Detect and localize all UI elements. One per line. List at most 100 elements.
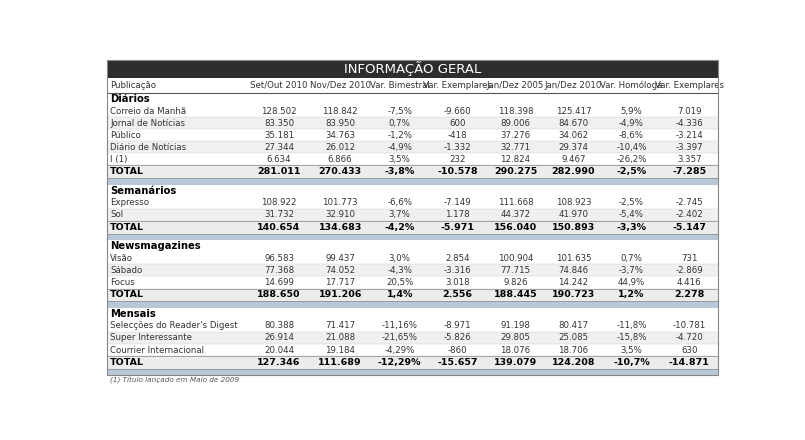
Bar <box>107 289 718 301</box>
Text: INFORMAÇÃO GERAL: INFORMAÇÃO GERAL <box>344 61 481 76</box>
Text: 20.044: 20.044 <box>264 345 294 355</box>
Text: 83.350: 83.350 <box>264 119 294 128</box>
Text: 26.012: 26.012 <box>325 143 355 152</box>
Text: 27.344: 27.344 <box>264 143 294 152</box>
Text: 270.433: 270.433 <box>319 167 361 176</box>
Bar <box>107 165 718 178</box>
Text: 35.181: 35.181 <box>264 131 294 140</box>
Text: 3,0%: 3,0% <box>389 254 411 263</box>
Text: -2.869: -2.869 <box>675 266 703 275</box>
Text: 32.910: 32.910 <box>325 210 355 220</box>
Text: Var. Exemplares: Var. Exemplares <box>654 81 724 90</box>
Text: Super Interessante: Super Interessante <box>110 334 192 342</box>
Text: 125.417: 125.417 <box>555 106 591 116</box>
Text: 74.052: 74.052 <box>325 266 355 275</box>
Text: 29.805: 29.805 <box>501 334 530 342</box>
Text: 118.842: 118.842 <box>322 106 358 116</box>
Bar <box>107 356 718 369</box>
Text: -12,29%: -12,29% <box>378 358 422 367</box>
Bar <box>107 117 718 129</box>
Text: -860: -860 <box>448 345 468 355</box>
Text: -3,3%: -3,3% <box>617 223 646 232</box>
Text: -3,7%: -3,7% <box>619 266 644 275</box>
Text: 37.276: 37.276 <box>501 131 530 140</box>
Bar <box>107 105 718 117</box>
Text: 80.417: 80.417 <box>559 321 588 330</box>
Text: 0,7%: 0,7% <box>389 119 411 128</box>
Text: -9.660: -9.660 <box>444 106 472 116</box>
Bar <box>107 320 718 332</box>
Text: -3.397: -3.397 <box>675 143 703 152</box>
Text: -15,8%: -15,8% <box>616 334 646 342</box>
Text: 4.416: 4.416 <box>677 278 702 287</box>
Text: 77.715: 77.715 <box>501 266 530 275</box>
Text: -21,65%: -21,65% <box>382 334 418 342</box>
Text: -4,29%: -4,29% <box>385 345 415 355</box>
Text: 3.018: 3.018 <box>445 278 470 287</box>
Text: 100.904: 100.904 <box>497 254 533 263</box>
Text: 1,4%: 1,4% <box>386 290 413 299</box>
Bar <box>107 308 718 320</box>
Text: 80.388: 80.388 <box>264 321 294 330</box>
Text: 21.088: 21.088 <box>325 334 355 342</box>
Text: -26,2%: -26,2% <box>616 155 646 164</box>
Text: 3.357: 3.357 <box>677 155 702 164</box>
Text: Diário de Notícias: Diário de Notícias <box>110 143 186 152</box>
Text: 74.846: 74.846 <box>559 266 588 275</box>
Text: 600: 600 <box>449 119 466 128</box>
Bar <box>107 93 718 105</box>
Text: 190.723: 190.723 <box>552 290 595 299</box>
Text: TOTAL: TOTAL <box>110 290 144 299</box>
Text: 0,7%: 0,7% <box>621 254 642 263</box>
Text: 18.706: 18.706 <box>559 345 588 355</box>
Text: Diários: Diários <box>110 94 150 104</box>
Text: 2.854: 2.854 <box>445 254 470 263</box>
Text: 7.019: 7.019 <box>677 106 701 116</box>
Text: TOTAL: TOTAL <box>110 358 144 367</box>
Text: Expresso: Expresso <box>110 198 149 207</box>
Text: 14.699: 14.699 <box>264 278 294 287</box>
Bar <box>107 141 718 154</box>
Text: Selecções do Reader's Digest: Selecções do Reader's Digest <box>110 321 237 330</box>
Bar <box>107 264 718 276</box>
Text: -2.402: -2.402 <box>675 210 704 220</box>
Text: -1.332: -1.332 <box>444 143 472 152</box>
Bar <box>107 234 718 240</box>
Text: 118.398: 118.398 <box>497 106 533 116</box>
Text: 191.206: 191.206 <box>319 290 362 299</box>
Bar <box>107 369 718 375</box>
Text: 127.346: 127.346 <box>258 358 301 367</box>
Text: 41.970: 41.970 <box>559 210 588 220</box>
Bar <box>107 129 718 141</box>
Text: 5,9%: 5,9% <box>621 106 642 116</box>
Text: -10,7%: -10,7% <box>613 358 650 367</box>
Text: 188.650: 188.650 <box>258 290 301 299</box>
Text: 71.417: 71.417 <box>325 321 355 330</box>
Text: Sol: Sol <box>110 210 123 220</box>
Text: 111.689: 111.689 <box>318 358 362 367</box>
Text: 34.062: 34.062 <box>559 131 588 140</box>
Text: -4,2%: -4,2% <box>385 223 415 232</box>
Text: -1,2%: -1,2% <box>387 131 412 140</box>
Text: -4,9%: -4,9% <box>619 119 644 128</box>
Text: 18.076: 18.076 <box>501 345 530 355</box>
Text: 89.006: 89.006 <box>501 119 530 128</box>
Text: -3.214: -3.214 <box>675 131 704 140</box>
Text: 17.717: 17.717 <box>325 278 355 287</box>
Bar <box>107 276 718 289</box>
Bar <box>107 59 718 78</box>
Text: -10.578: -10.578 <box>437 167 478 176</box>
Text: 19.184: 19.184 <box>325 345 355 355</box>
Text: I (1): I (1) <box>110 155 127 164</box>
Bar <box>107 301 718 308</box>
Text: 3,5%: 3,5% <box>621 345 642 355</box>
Text: 140.654: 140.654 <box>258 223 300 232</box>
Bar <box>107 178 718 185</box>
Text: -2,5%: -2,5% <box>619 198 644 207</box>
Text: 99.437: 99.437 <box>325 254 355 263</box>
Bar <box>107 154 718 165</box>
Text: 77.368: 77.368 <box>264 266 294 275</box>
Text: Jan/Dez 2010: Jan/Dez 2010 <box>545 81 602 90</box>
Bar <box>107 197 718 209</box>
Text: -7,5%: -7,5% <box>387 106 412 116</box>
